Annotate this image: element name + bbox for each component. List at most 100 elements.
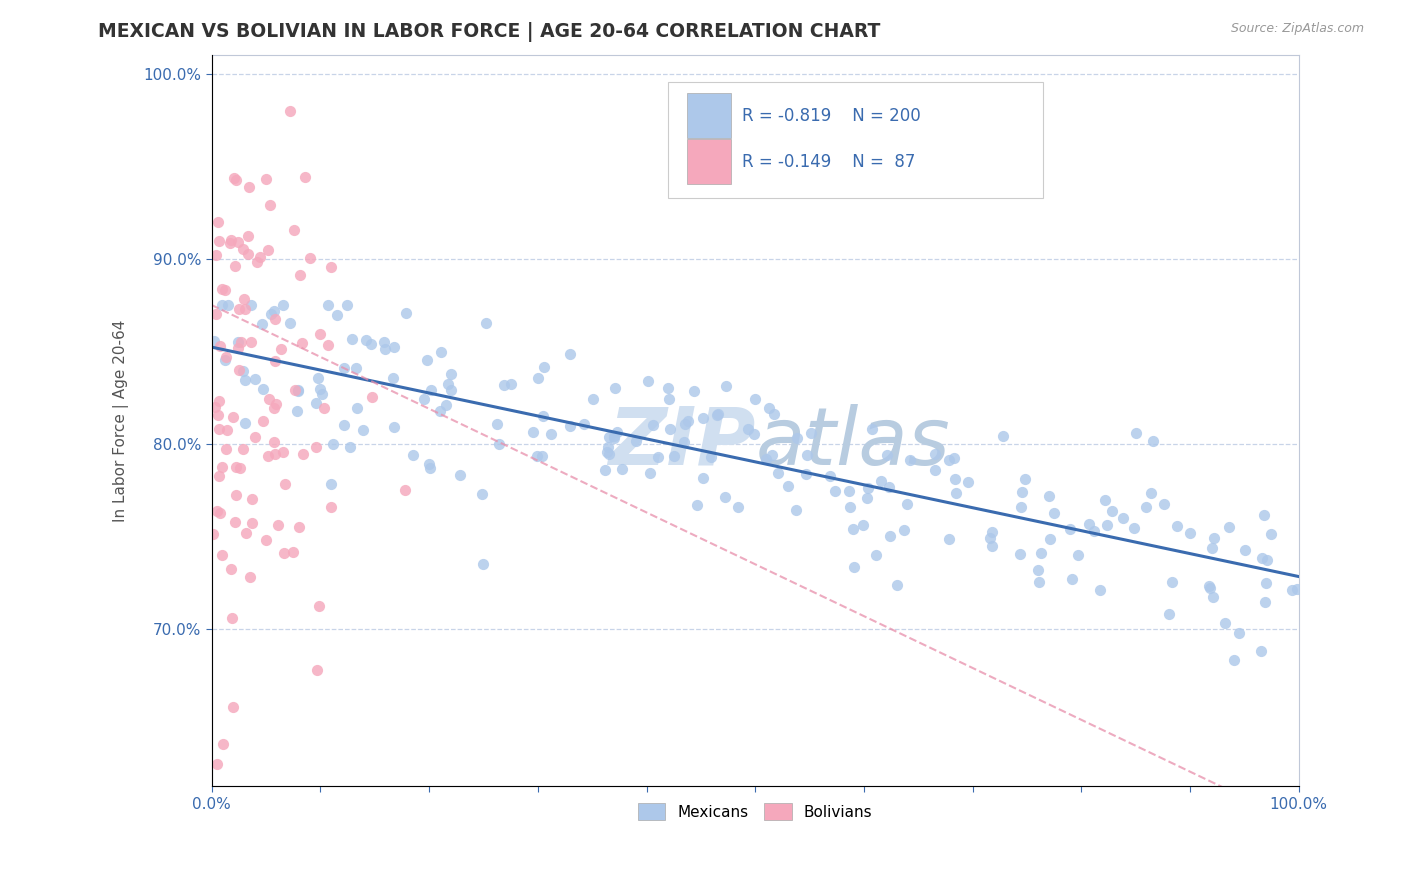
FancyBboxPatch shape (668, 82, 1043, 198)
Point (219, 233, 242, 247)
Point (273, 547, 295, 561)
Point (673, 417, 696, 432)
Point (533, 359, 555, 374)
Point (228, 302, 250, 317)
Point (222, 699, 245, 714)
Point (263, 447, 285, 461)
Point (235, 526, 257, 541)
Point (647, 450, 669, 465)
Point (1204, 532, 1226, 546)
Point (980, 525, 1002, 540)
Point (238, 179, 260, 194)
Point (1157, 607, 1180, 622)
Point (211, 737, 233, 751)
Point (263, 435, 285, 450)
Point (744, 392, 766, 406)
Point (1135, 500, 1157, 514)
Point (991, 429, 1014, 443)
Point (382, 420, 405, 434)
Point (413, 392, 436, 406)
Point (598, 430, 620, 444)
Point (1260, 527, 1282, 541)
Point (232, 242, 254, 256)
Point (1250, 644, 1272, 658)
Point (232, 363, 254, 377)
Point (259, 198, 281, 212)
Point (214, 283, 236, 297)
Point (204, 248, 226, 262)
Point (285, 403, 308, 417)
Point (488, 436, 510, 450)
Point (229, 460, 252, 475)
Point (596, 440, 619, 454)
Point (1010, 500, 1032, 515)
Point (1125, 425, 1147, 440)
Point (582, 392, 605, 406)
Point (215, 442, 238, 457)
Point (1062, 572, 1084, 586)
Point (211, 282, 233, 296)
Point (205, 503, 228, 517)
Point (492, 377, 515, 392)
Point (1286, 582, 1309, 596)
Point (229, 335, 252, 350)
Point (219, 235, 242, 250)
Point (339, 440, 361, 454)
Point (429, 404, 451, 418)
Point (1039, 532, 1062, 546)
Point (766, 467, 789, 481)
Point (307, 371, 329, 385)
Point (270, 342, 292, 356)
Point (225, 173, 247, 187)
Point (612, 462, 634, 476)
Point (332, 361, 354, 376)
Point (1101, 503, 1123, 517)
Point (981, 539, 1004, 553)
Text: R = -0.149    N =  87: R = -0.149 N = 87 (742, 153, 915, 171)
Point (862, 422, 884, 436)
Point (254, 171, 277, 186)
Point (475, 316, 498, 330)
Point (211, 548, 233, 562)
Point (1011, 484, 1033, 499)
Point (305, 441, 328, 455)
Point (794, 467, 817, 481)
Point (1227, 626, 1250, 640)
Point (233, 301, 256, 316)
Point (796, 448, 818, 462)
FancyBboxPatch shape (686, 139, 731, 184)
Point (979, 531, 1001, 545)
Point (204, 400, 226, 414)
Point (287, 384, 309, 398)
Point (522, 425, 544, 439)
Y-axis label: In Labor Force | Age 20-64: In Labor Force | Age 20-64 (114, 319, 129, 522)
Point (246, 254, 269, 268)
Point (319, 500, 342, 515)
Point (1078, 516, 1101, 531)
Point (257, 449, 280, 463)
Point (224, 259, 246, 273)
Point (1038, 489, 1060, 503)
Point (856, 491, 879, 505)
Point (307, 663, 329, 677)
Point (416, 352, 439, 367)
Point (820, 469, 842, 483)
Point (434, 398, 457, 412)
Point (683, 384, 706, 399)
Point (1029, 546, 1052, 560)
Point (755, 451, 778, 466)
Text: R = -0.819    N = 200: R = -0.819 N = 200 (742, 107, 921, 125)
Point (254, 533, 277, 548)
Point (215, 423, 238, 437)
Point (419, 383, 441, 397)
Point (361, 390, 384, 404)
Point (1253, 508, 1275, 522)
Point (287, 383, 309, 397)
Point (260, 307, 283, 321)
Point (1059, 522, 1081, 536)
Point (1139, 486, 1161, 500)
Point (530, 449, 553, 463)
Point (692, 411, 714, 425)
Point (1234, 543, 1257, 558)
Point (308, 326, 330, 341)
